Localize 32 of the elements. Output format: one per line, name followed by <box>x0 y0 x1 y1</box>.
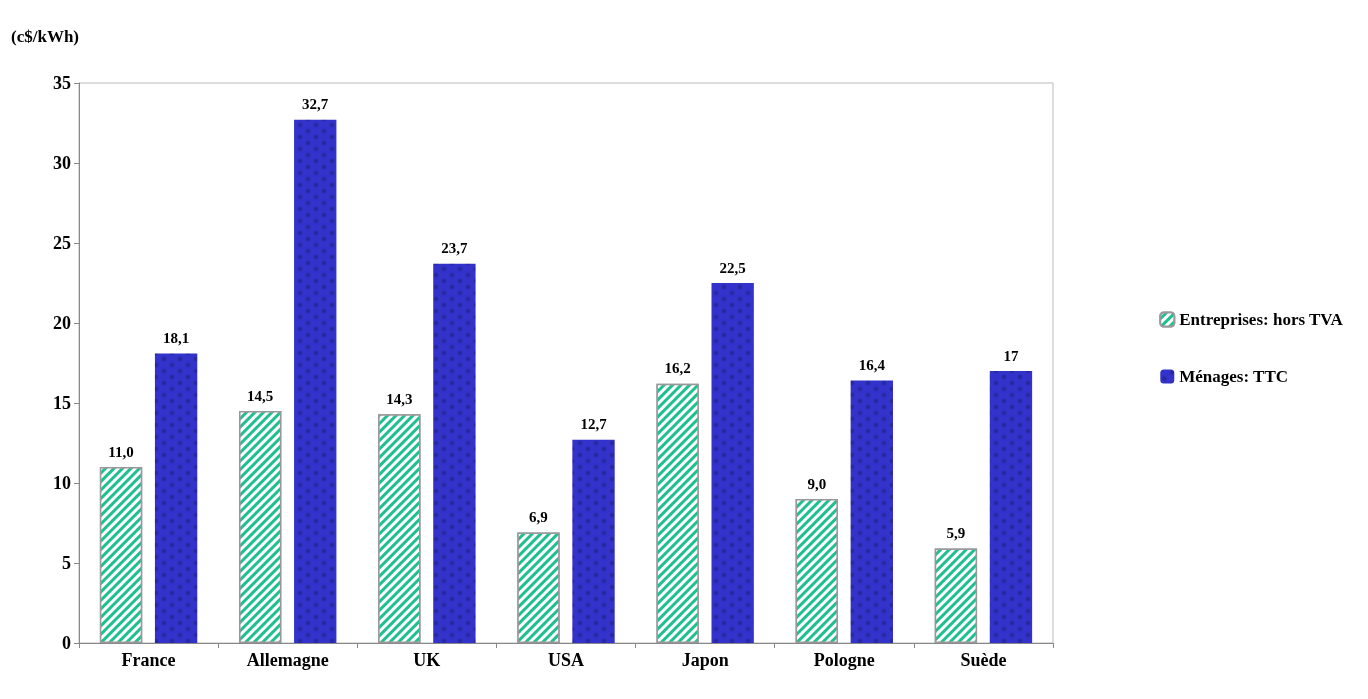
y-tick-label: 30 <box>53 153 71 173</box>
data-label: 14,3 <box>386 390 413 407</box>
y-tick-label: 10 <box>53 473 71 493</box>
y-tick-label: 20 <box>53 313 71 333</box>
data-label: 17 <box>1003 347 1019 364</box>
data-label: 18,1 <box>162 329 190 346</box>
data-label: 11,0 <box>108 443 134 460</box>
y-tick-label: 35 <box>53 73 71 93</box>
x-tick-label: Japon <box>681 650 729 670</box>
legend-label: Entreprises: hors TVA <box>1179 310 1344 329</box>
y-tick-label: 5 <box>62 553 71 573</box>
y-tick-label: 25 <box>53 233 71 253</box>
data-label: 23,7 <box>441 240 469 257</box>
x-tick-label: France <box>121 650 176 670</box>
legend-label: Ménages: TTC <box>1179 367 1289 386</box>
x-tick-label: USA <box>547 650 585 670</box>
data-label: 16,2 <box>664 360 691 377</box>
data-label: 32,7 <box>302 96 329 113</box>
x-tick-label: Allemagne <box>246 650 329 670</box>
data-label: 16,4 <box>858 357 886 374</box>
data-label: 14,5 <box>247 387 274 404</box>
x-tick-label: UK <box>413 650 441 670</box>
x-tick-label: Pologne <box>813 650 875 670</box>
y-tick-label: 15 <box>53 393 71 413</box>
x-tick-label: Suède <box>960 650 1007 670</box>
data-label: 5,9 <box>946 525 966 542</box>
data-label: 6,9 <box>529 509 548 526</box>
data-label: 9,0 <box>807 475 827 492</box>
y-tick-label: 0 <box>62 633 71 653</box>
y-axis-title: (c$/kWh) <box>11 27 79 46</box>
data-label: 22,5 <box>719 259 746 276</box>
data-label: 12,7 <box>580 416 608 433</box>
